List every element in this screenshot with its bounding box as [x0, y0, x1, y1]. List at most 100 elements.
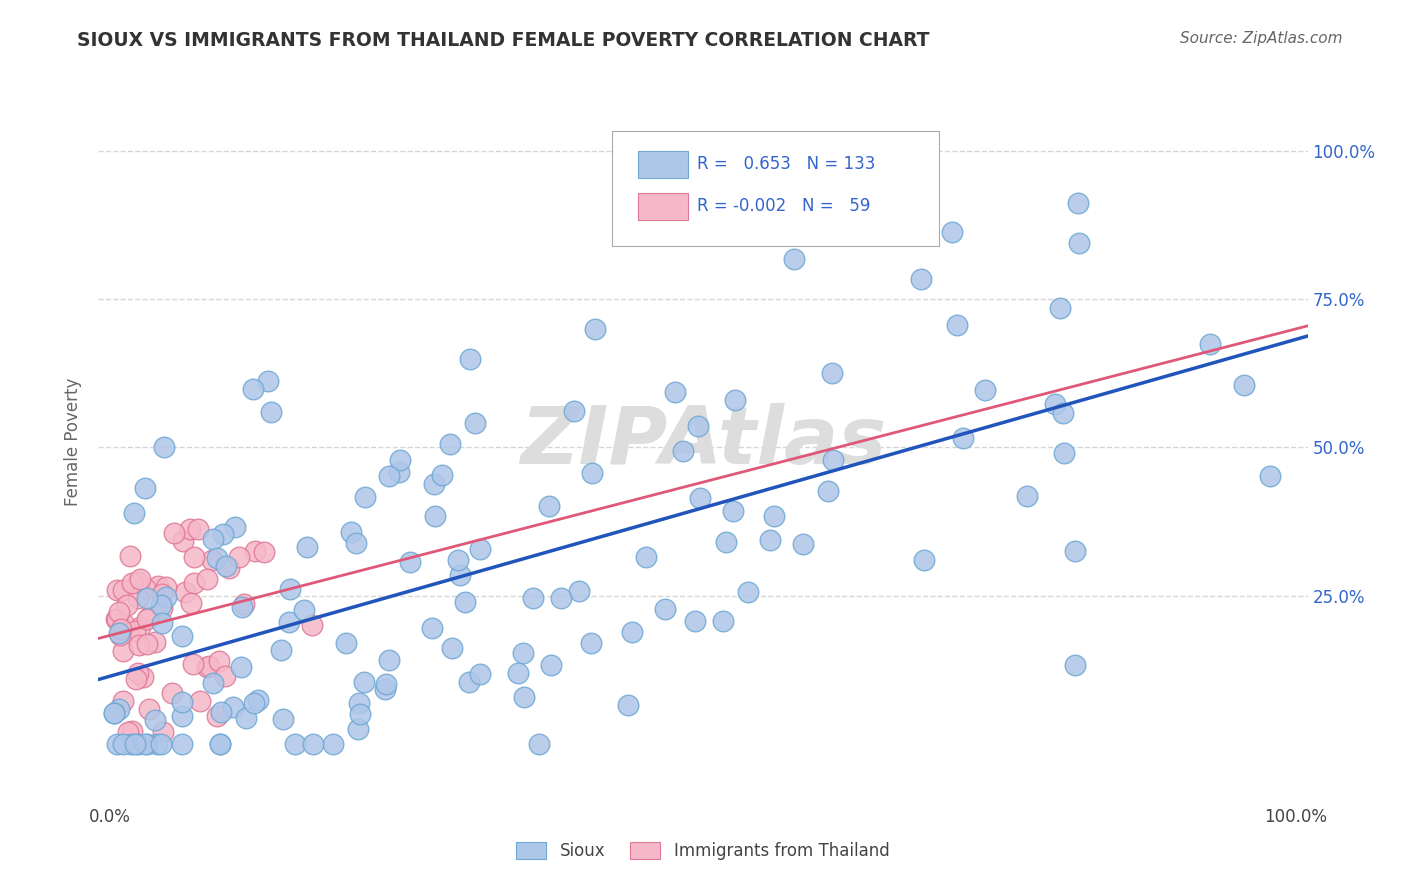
Point	[127, 575, 149, 590]
Point	[153, 441, 176, 455]
Point	[1063, 544, 1085, 558]
Point	[458, 675, 481, 690]
Point	[346, 722, 368, 736]
Point	[243, 543, 266, 558]
Legend: Sioux, Immigrants from Thailand: Sioux, Immigrants from Thailand	[510, 835, 896, 867]
Point	[278, 615, 301, 629]
Point	[340, 524, 363, 539]
Point	[540, 657, 562, 672]
Point	[108, 702, 131, 716]
Point	[689, 491, 711, 505]
Point	[762, 508, 785, 523]
Point	[440, 640, 463, 655]
Point	[231, 600, 253, 615]
Point	[353, 675, 375, 690]
Point	[208, 737, 231, 751]
Point	[1258, 469, 1281, 483]
Point	[378, 469, 401, 483]
Text: ZIPAtlas: ZIPAtlas	[520, 402, 886, 481]
Point	[579, 636, 602, 650]
Point	[460, 352, 482, 367]
Point	[134, 481, 156, 495]
Point	[914, 553, 936, 567]
Point	[127, 591, 149, 605]
Point	[423, 509, 446, 524]
Text: R = -0.002   N =   59: R = -0.002 N = 59	[697, 197, 870, 215]
Point	[583, 322, 606, 336]
Point	[124, 624, 146, 638]
Point	[124, 737, 146, 751]
Point	[562, 404, 585, 418]
Point	[212, 526, 235, 541]
Point	[172, 737, 194, 751]
Point	[172, 534, 194, 549]
Point	[160, 686, 183, 700]
Point	[581, 466, 603, 480]
Point	[439, 436, 461, 450]
FancyBboxPatch shape	[613, 131, 939, 246]
Point	[1049, 301, 1071, 315]
Point	[349, 706, 371, 721]
Point	[120, 737, 142, 751]
Point	[132, 670, 155, 684]
Point	[672, 444, 695, 458]
Point	[449, 568, 471, 582]
Point	[215, 559, 238, 574]
Point	[201, 553, 224, 567]
Point	[374, 682, 396, 697]
Point	[301, 618, 323, 632]
Point	[664, 385, 686, 400]
Point	[506, 665, 529, 680]
FancyBboxPatch shape	[638, 193, 689, 219]
Point	[1052, 406, 1074, 420]
Point	[724, 392, 747, 407]
Point	[214, 669, 236, 683]
Point	[222, 699, 245, 714]
Point	[134, 737, 156, 751]
Point	[134, 582, 156, 596]
Point	[195, 572, 218, 586]
Point	[170, 695, 193, 709]
Point	[235, 711, 257, 725]
Point	[155, 580, 177, 594]
Point	[270, 642, 292, 657]
Point	[150, 587, 173, 601]
Point	[197, 658, 219, 673]
Text: R =   0.653   N = 133: R = 0.653 N = 133	[697, 155, 876, 173]
Point	[344, 536, 367, 550]
Point	[974, 383, 997, 397]
Point	[1063, 658, 1085, 673]
Point	[512, 646, 534, 660]
Point	[711, 615, 734, 629]
Point	[149, 737, 172, 751]
Point	[135, 612, 157, 626]
Point	[242, 382, 264, 396]
Point	[112, 644, 135, 658]
Point	[347, 696, 370, 710]
Point	[243, 696, 266, 710]
Point	[208, 654, 231, 668]
Point	[821, 366, 844, 380]
Point	[128, 620, 150, 634]
Point	[183, 550, 205, 565]
Point	[354, 490, 377, 504]
Point	[135, 637, 157, 651]
Point	[714, 535, 737, 549]
Point	[105, 582, 128, 597]
Point	[138, 610, 160, 624]
Point	[145, 737, 167, 751]
Point	[737, 585, 759, 599]
Point	[150, 601, 173, 615]
Point	[228, 549, 250, 564]
Point	[683, 614, 706, 628]
Point	[183, 576, 205, 591]
Point	[278, 582, 301, 596]
Point	[1015, 489, 1038, 503]
Point	[127, 666, 149, 681]
Point	[454, 595, 477, 609]
Point	[617, 698, 640, 712]
Point	[118, 549, 141, 564]
Point	[387, 465, 409, 479]
Point	[634, 549, 657, 564]
Point	[174, 585, 197, 599]
